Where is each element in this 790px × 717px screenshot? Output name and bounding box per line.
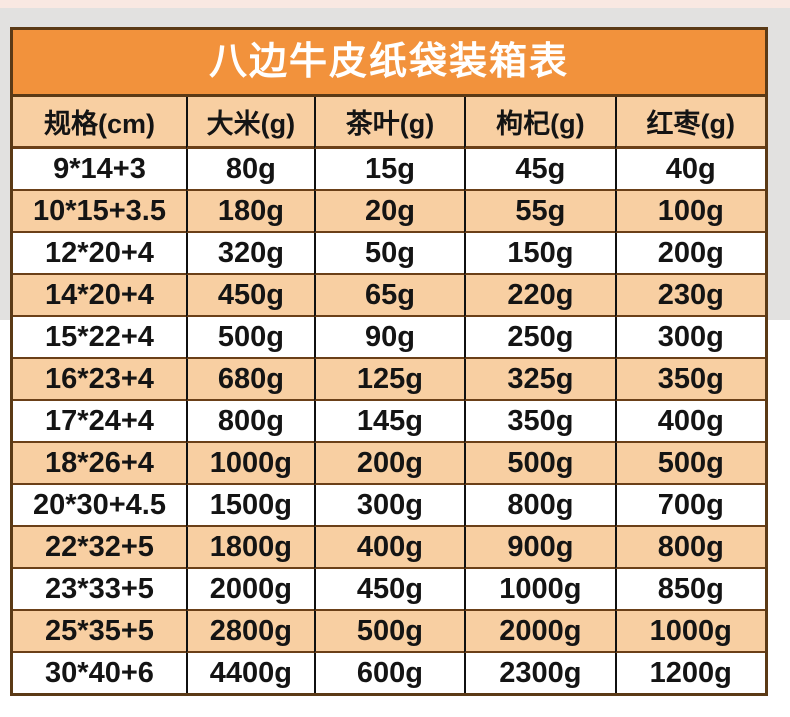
table-row: 15*22+4 500g 90g 250g 300g: [13, 317, 765, 359]
weight-cell: 1200g: [614, 653, 765, 693]
table-body: 9*14+3 80g 15g 45g 40g 10*15+3.5 180g 20g 55g 100…: [13, 149, 765, 693]
weight-cell: 350g: [614, 359, 765, 401]
header-row: 规格(cm) 大米(g) 茶叶(g) 枸杞(g) 红枣(g): [13, 97, 765, 149]
weight-cell: 2000g: [185, 569, 314, 611]
column-header: 红枣(g): [614, 97, 765, 149]
table-row: 30*40+6 4400g 600g 2300g 1200g: [13, 653, 765, 693]
column-header: 大米(g): [185, 97, 314, 149]
weight-cell: 500g: [614, 443, 765, 485]
weight-cell: 180g: [185, 191, 314, 233]
weight-cell: 1500g: [185, 485, 314, 527]
weight-cell: 500g: [185, 317, 314, 359]
weight-cell: 450g: [313, 569, 465, 611]
weight-cell: 20g: [313, 191, 465, 233]
column-header: 茶叶(g): [313, 97, 465, 149]
weight-cell: 2300g: [464, 653, 615, 693]
spec-cell: 15*22+4: [13, 317, 186, 359]
spec-cell: 9*14+3: [13, 149, 186, 191]
column-header: 枸杞(g): [464, 97, 615, 149]
weight-cell: 40g: [614, 149, 765, 191]
page-top-strip: [0, 0, 790, 8]
weight-cell: 400g: [313, 527, 465, 569]
table-row: 18*26+4 1000g 200g 500g 500g: [13, 443, 765, 485]
table-row: 17*24+4 800g 145g 350g 400g: [13, 401, 765, 443]
weight-cell: 220g: [464, 275, 615, 317]
weight-cell: 900g: [464, 527, 615, 569]
weight-cell: 250g: [464, 317, 615, 359]
spec-cell: 17*24+4: [13, 401, 186, 443]
weight-cell: 800g: [614, 527, 765, 569]
weight-cell: 700g: [614, 485, 765, 527]
weight-cell: 125g: [313, 359, 465, 401]
weight-cell: 500g: [464, 443, 615, 485]
weight-cell: 300g: [614, 317, 765, 359]
weight-cell: 1800g: [185, 527, 314, 569]
spec-cell: 20*30+4.5: [13, 485, 186, 527]
spec-cell: 16*23+4: [13, 359, 186, 401]
weight-cell: 680g: [185, 359, 314, 401]
weight-cell: 450g: [185, 275, 314, 317]
weight-cell: 350g: [464, 401, 615, 443]
spec-cell: 25*35+5: [13, 611, 186, 653]
spec-cell: 18*26+4: [13, 443, 186, 485]
table-title: 八边牛皮纸袋装箱表: [13, 30, 765, 97]
table-row: 9*14+3 80g 15g 45g 40g: [13, 149, 765, 191]
weight-cell: 50g: [313, 233, 465, 275]
table-row: 16*23+4 680g 125g 325g 350g: [13, 359, 765, 401]
weight-cell: 100g: [614, 191, 765, 233]
weight-cell: 4400g: [185, 653, 314, 693]
weight-cell: 2000g: [464, 611, 615, 653]
weight-cell: 400g: [614, 401, 765, 443]
weight-cell: 200g: [313, 443, 465, 485]
weight-cell: 55g: [464, 191, 615, 233]
table-row: 22*32+5 1800g 400g 900g 800g: [13, 527, 765, 569]
weight-cell: 800g: [185, 401, 314, 443]
weight-cell: 230g: [614, 275, 765, 317]
weight-cell: 65g: [313, 275, 465, 317]
spec-cell: 10*15+3.5: [13, 191, 186, 233]
weight-cell: 15g: [313, 149, 465, 191]
spec-cell: 22*32+5: [13, 527, 186, 569]
weight-cell: 325g: [464, 359, 615, 401]
weight-cell: 1000g: [185, 443, 314, 485]
weight-cell: 600g: [313, 653, 465, 693]
spec-cell: 30*40+6: [13, 653, 186, 693]
spec-cell: 23*33+5: [13, 569, 186, 611]
weight-cell: 45g: [464, 149, 615, 191]
table-row: 25*35+5 2800g 500g 2000g 1000g: [13, 611, 765, 653]
weight-cell: 800g: [464, 485, 615, 527]
packing-table: 八边牛皮纸袋装箱表 规格(cm) 大米(g) 茶叶(g) 枸杞(g) 红枣(g) 9*1…: [10, 27, 768, 696]
weight-cell: 1000g: [464, 569, 615, 611]
weight-cell: 90g: [313, 317, 465, 359]
weight-cell: 850g: [614, 569, 765, 611]
weight-cell: 500g: [313, 611, 465, 653]
table-row: 10*15+3.5 180g 20g 55g 100g: [13, 191, 765, 233]
weight-cell: 80g: [185, 149, 314, 191]
weight-cell: 300g: [313, 485, 465, 527]
weight-cell: 150g: [464, 233, 615, 275]
packing-table-grid: 规格(cm) 大米(g) 茶叶(g) 枸杞(g) 红枣(g) 9*14+3 80g 15g 4…: [13, 97, 765, 693]
table-row: 20*30+4.5 1500g 300g 800g 700g: [13, 485, 765, 527]
spec-cell: 12*20+4: [13, 233, 186, 275]
column-header: 规格(cm): [13, 97, 186, 149]
weight-cell: 2800g: [185, 611, 314, 653]
weight-cell: 1000g: [614, 611, 765, 653]
table-row: 23*33+5 2000g 450g 1000g 850g: [13, 569, 765, 611]
spec-cell: 14*20+4: [13, 275, 186, 317]
table-row: 12*20+4 320g 50g 150g 200g: [13, 233, 765, 275]
weight-cell: 320g: [185, 233, 314, 275]
table-row: 14*20+4 450g 65g 220g 230g: [13, 275, 765, 317]
weight-cell: 145g: [313, 401, 465, 443]
weight-cell: 200g: [614, 233, 765, 275]
